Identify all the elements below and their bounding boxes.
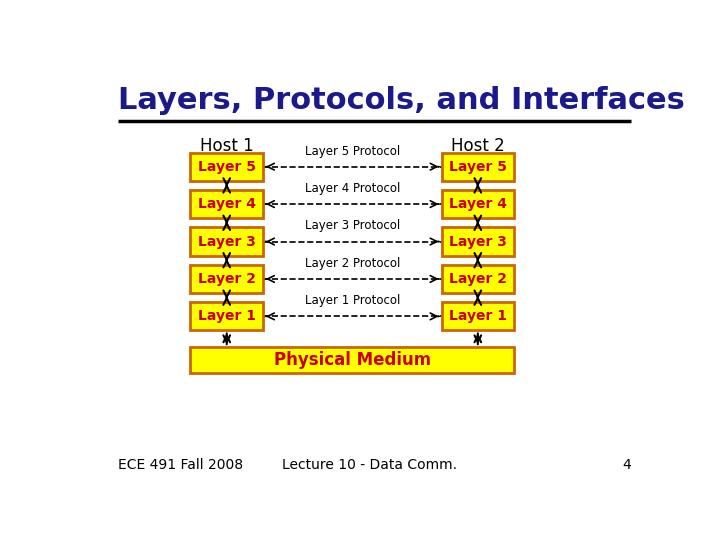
Text: Layer 1 Protocol: Layer 1 Protocol bbox=[305, 294, 400, 307]
Text: Lecture 10 - Data Comm.: Lecture 10 - Data Comm. bbox=[282, 458, 456, 472]
FancyBboxPatch shape bbox=[190, 152, 263, 181]
Text: Layer 4: Layer 4 bbox=[198, 197, 256, 211]
Text: ECE 491 Fall 2008: ECE 491 Fall 2008 bbox=[118, 458, 243, 472]
FancyBboxPatch shape bbox=[441, 302, 514, 330]
FancyBboxPatch shape bbox=[441, 265, 514, 293]
FancyBboxPatch shape bbox=[441, 152, 514, 181]
Text: Layer 3 Protocol: Layer 3 Protocol bbox=[305, 219, 400, 232]
Text: Layer 2: Layer 2 bbox=[198, 272, 256, 286]
Text: Layer 2: Layer 2 bbox=[449, 272, 507, 286]
Text: Host 2: Host 2 bbox=[451, 137, 505, 155]
FancyBboxPatch shape bbox=[441, 190, 514, 218]
Text: Layer 5: Layer 5 bbox=[198, 160, 256, 174]
Text: Layers, Protocols, and Interfaces: Layers, Protocols, and Interfaces bbox=[118, 85, 685, 114]
Text: Layer 1: Layer 1 bbox=[198, 309, 256, 323]
Text: Layer 3: Layer 3 bbox=[198, 234, 256, 248]
FancyBboxPatch shape bbox=[190, 347, 514, 373]
Text: Layer 5: Layer 5 bbox=[449, 160, 507, 174]
Text: Host 1: Host 1 bbox=[200, 137, 253, 155]
FancyBboxPatch shape bbox=[190, 227, 263, 255]
Text: 4: 4 bbox=[623, 458, 631, 472]
FancyBboxPatch shape bbox=[441, 227, 514, 255]
FancyBboxPatch shape bbox=[190, 302, 263, 330]
Text: Physical Medium: Physical Medium bbox=[274, 351, 431, 369]
Text: Layer 4 Protocol: Layer 4 Protocol bbox=[305, 182, 400, 195]
Text: Layer 5 Protocol: Layer 5 Protocol bbox=[305, 145, 400, 158]
Text: Layer 3: Layer 3 bbox=[449, 234, 507, 248]
Text: Layer 1: Layer 1 bbox=[449, 309, 507, 323]
Text: Layer 2 Protocol: Layer 2 Protocol bbox=[305, 257, 400, 270]
FancyBboxPatch shape bbox=[190, 265, 263, 293]
FancyBboxPatch shape bbox=[190, 190, 263, 218]
Text: Layer 4: Layer 4 bbox=[449, 197, 507, 211]
